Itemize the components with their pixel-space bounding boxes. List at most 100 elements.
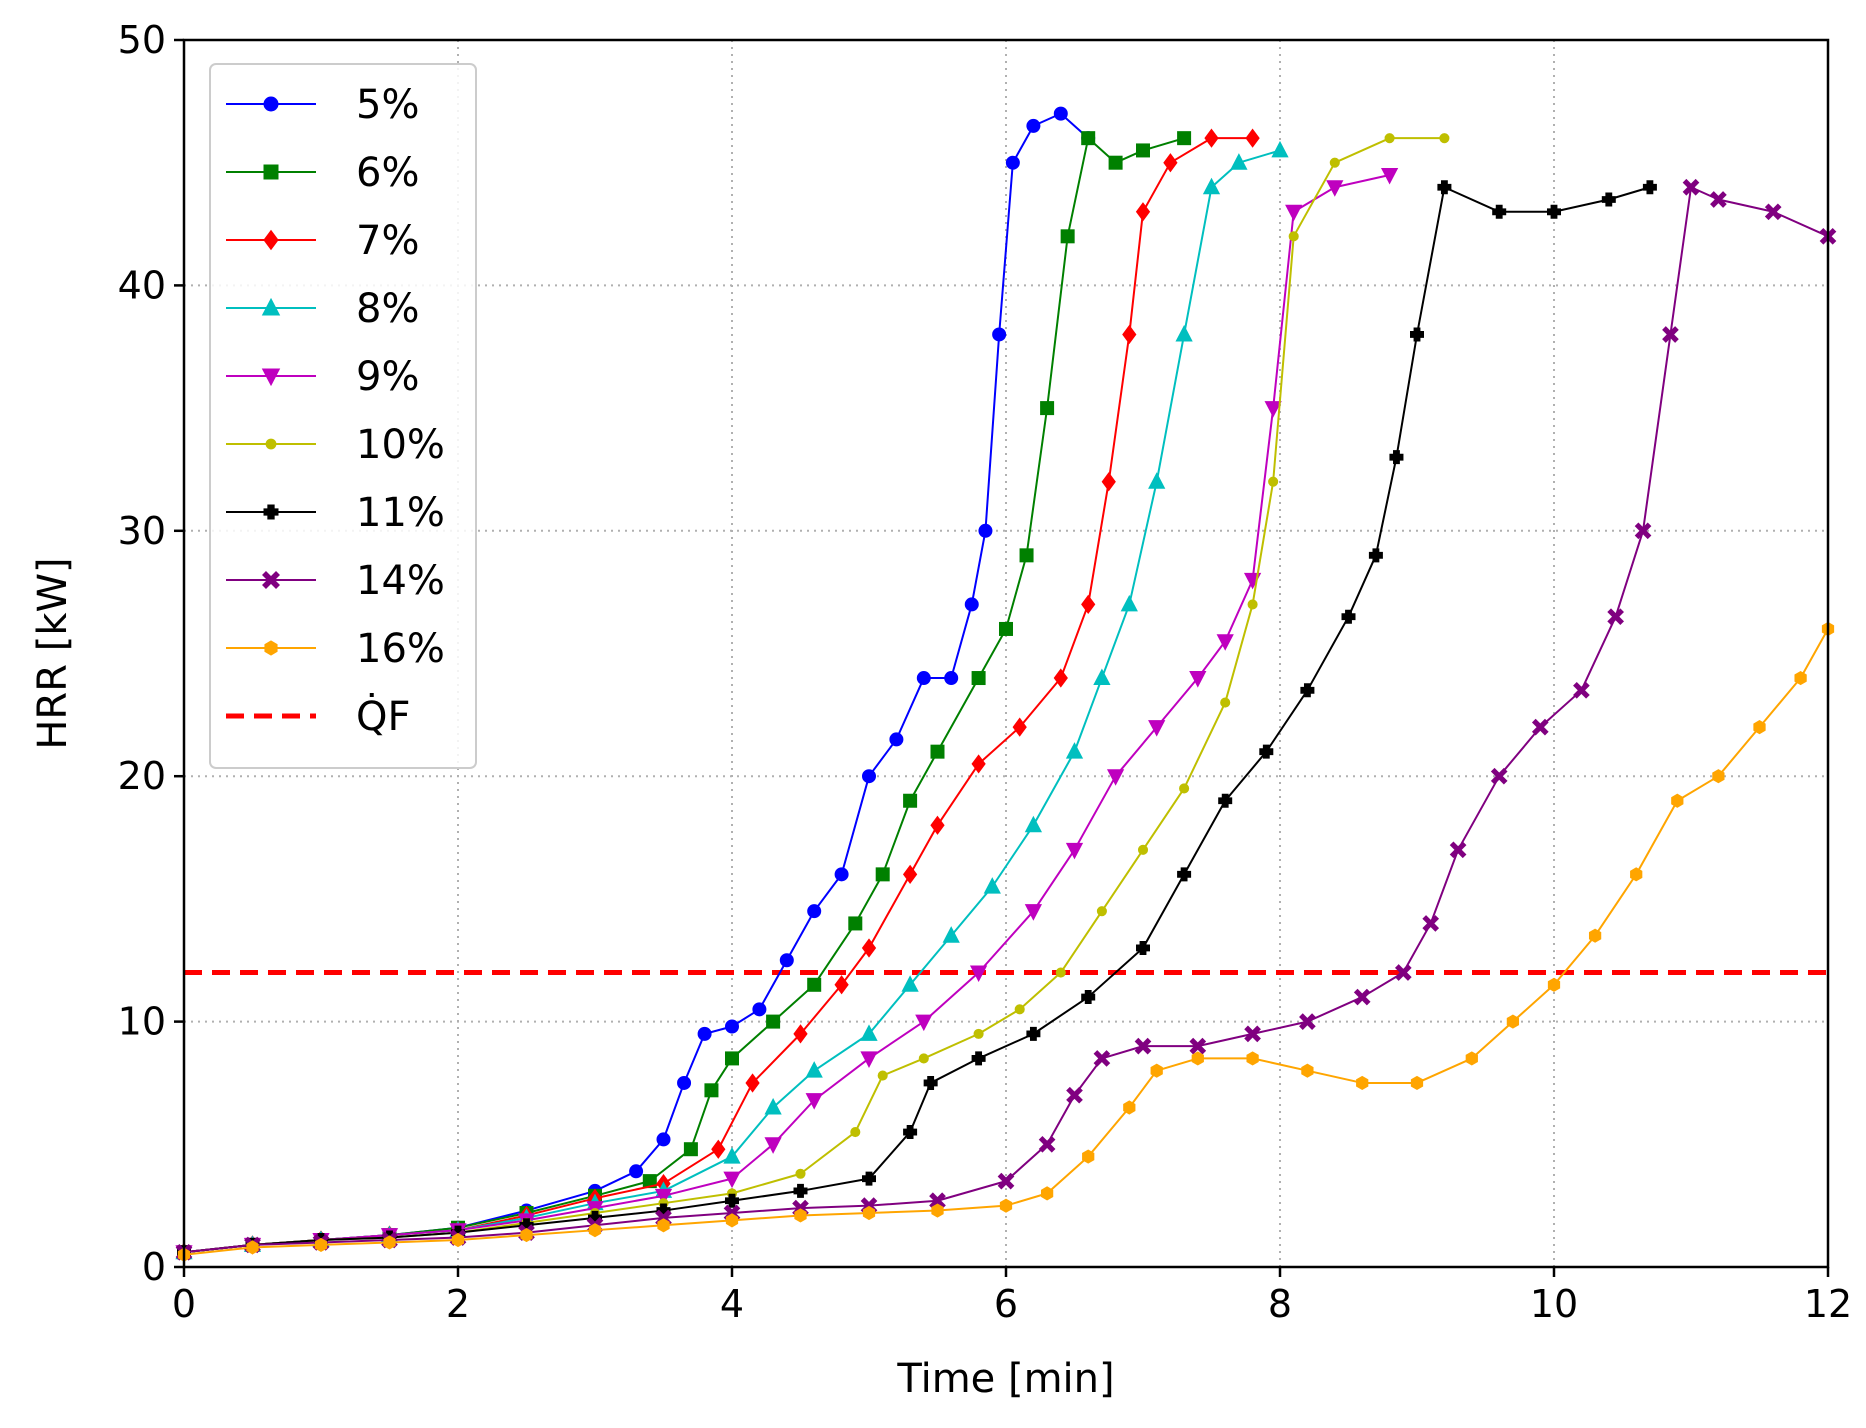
data-point bbox=[451, 1232, 465, 1248]
legend-entry: 5% bbox=[226, 82, 419, 128]
data-point bbox=[1136, 940, 1150, 955]
marker-stroke bbox=[1244, 1025, 1261, 1043]
data-point bbox=[1547, 204, 1561, 219]
y-tick-label: 50 bbox=[118, 18, 166, 62]
legend-entry: 8% bbox=[226, 286, 419, 332]
x-tick-label: 12 bbox=[1804, 1282, 1852, 1326]
data-point bbox=[1120, 594, 1138, 612]
data-point bbox=[1449, 841, 1467, 859]
data-point bbox=[1148, 472, 1166, 489]
data-point bbox=[1230, 153, 1248, 170]
data-point bbox=[263, 164, 279, 180]
data-point bbox=[1634, 522, 1652, 540]
data-point bbox=[901, 975, 919, 992]
data-point bbox=[1588, 928, 1602, 943]
y-tick-label: 10 bbox=[118, 1000, 166, 1044]
data-point bbox=[262, 571, 280, 589]
marker-stroke bbox=[1394, 964, 1412, 981]
data-point bbox=[629, 1164, 644, 1179]
data-point bbox=[1573, 681, 1590, 699]
data-point bbox=[1244, 1025, 1261, 1043]
marker-stroke bbox=[1422, 915, 1440, 932]
data-point bbox=[834, 975, 849, 995]
data-point bbox=[1135, 202, 1151, 222]
legend-entry: 10% bbox=[226, 422, 445, 468]
data-point bbox=[971, 754, 986, 774]
data-point bbox=[383, 1235, 396, 1250]
data-point bbox=[1026, 118, 1041, 133]
marker-stroke bbox=[1134, 1037, 1152, 1055]
data-point bbox=[745, 1073, 760, 1093]
data-point bbox=[1093, 668, 1111, 686]
data-point bbox=[261, 297, 281, 316]
data-point bbox=[1191, 1051, 1204, 1066]
data-point bbox=[1019, 548, 1034, 563]
data-point bbox=[246, 1240, 259, 1255]
data-point bbox=[973, 1028, 984, 1039]
data-point bbox=[1662, 326, 1679, 343]
data-point bbox=[263, 96, 279, 112]
data-point bbox=[1394, 964, 1412, 981]
data-point bbox=[1053, 668, 1068, 688]
data-point bbox=[1081, 594, 1096, 615]
data-point bbox=[1204, 128, 1219, 148]
data-point bbox=[1682, 178, 1700, 196]
data-point bbox=[793, 1024, 808, 1044]
data-point bbox=[971, 1051, 986, 1066]
data-point bbox=[656, 1132, 671, 1147]
data-point bbox=[1712, 769, 1725, 784]
data-point bbox=[1148, 720, 1166, 737]
marker-stroke bbox=[1573, 681, 1590, 699]
data-point bbox=[860, 1051, 878, 1068]
data-point bbox=[1014, 1004, 1025, 1015]
y-tick-label: 0 bbox=[142, 1245, 166, 1289]
data-point bbox=[942, 926, 960, 943]
data-point bbox=[1531, 718, 1549, 736]
data-point bbox=[1024, 904, 1043, 921]
legend-entry: 6% bbox=[226, 150, 419, 196]
data-point bbox=[1642, 180, 1657, 195]
data-point bbox=[265, 438, 277, 450]
data-point bbox=[764, 1097, 782, 1115]
data-point bbox=[520, 1228, 533, 1243]
y-tick-label: 30 bbox=[118, 509, 166, 553]
data-point bbox=[752, 1002, 767, 1017]
data-point bbox=[764, 1137, 782, 1154]
data-point bbox=[314, 1237, 328, 1252]
data-point bbox=[889, 732, 904, 747]
data-point bbox=[1093, 1050, 1111, 1067]
data-point bbox=[807, 904, 822, 919]
data-point bbox=[997, 1172, 1015, 1190]
marker-stroke bbox=[1299, 1013, 1316, 1030]
data-point bbox=[1490, 767, 1508, 785]
legend-label: 6% bbox=[356, 150, 419, 196]
data-point bbox=[1356, 1075, 1369, 1091]
data-point bbox=[704, 1083, 719, 1098]
data-point bbox=[969, 965, 988, 983]
data-point bbox=[1218, 793, 1233, 808]
data-point bbox=[1005, 155, 1020, 170]
legend-entry-qf: Q̇F bbox=[226, 693, 411, 740]
y-tick-label: 40 bbox=[118, 263, 166, 307]
legend-entry: 14% bbox=[226, 558, 445, 604]
data-point bbox=[930, 744, 945, 759]
data-point bbox=[1437, 180, 1452, 195]
data-point bbox=[1710, 191, 1727, 208]
data-point bbox=[1081, 990, 1096, 1005]
data-point bbox=[263, 229, 279, 251]
data-point bbox=[1299, 1013, 1316, 1030]
data-point bbox=[1547, 977, 1561, 992]
data-point bbox=[1506, 1014, 1520, 1029]
data-point bbox=[1794, 670, 1807, 686]
data-point bbox=[1024, 815, 1043, 833]
data-point bbox=[1122, 324, 1137, 345]
data-point bbox=[264, 640, 278, 656]
data-point bbox=[1066, 1086, 1083, 1104]
data-point bbox=[1012, 717, 1027, 737]
data-point bbox=[862, 1171, 876, 1186]
data-point bbox=[642, 1174, 657, 1189]
legend-entry: 16% bbox=[226, 626, 445, 672]
x-tick-label: 10 bbox=[1530, 1282, 1578, 1326]
series-14pct bbox=[175, 178, 1837, 1261]
data-point bbox=[1096, 906, 1107, 917]
